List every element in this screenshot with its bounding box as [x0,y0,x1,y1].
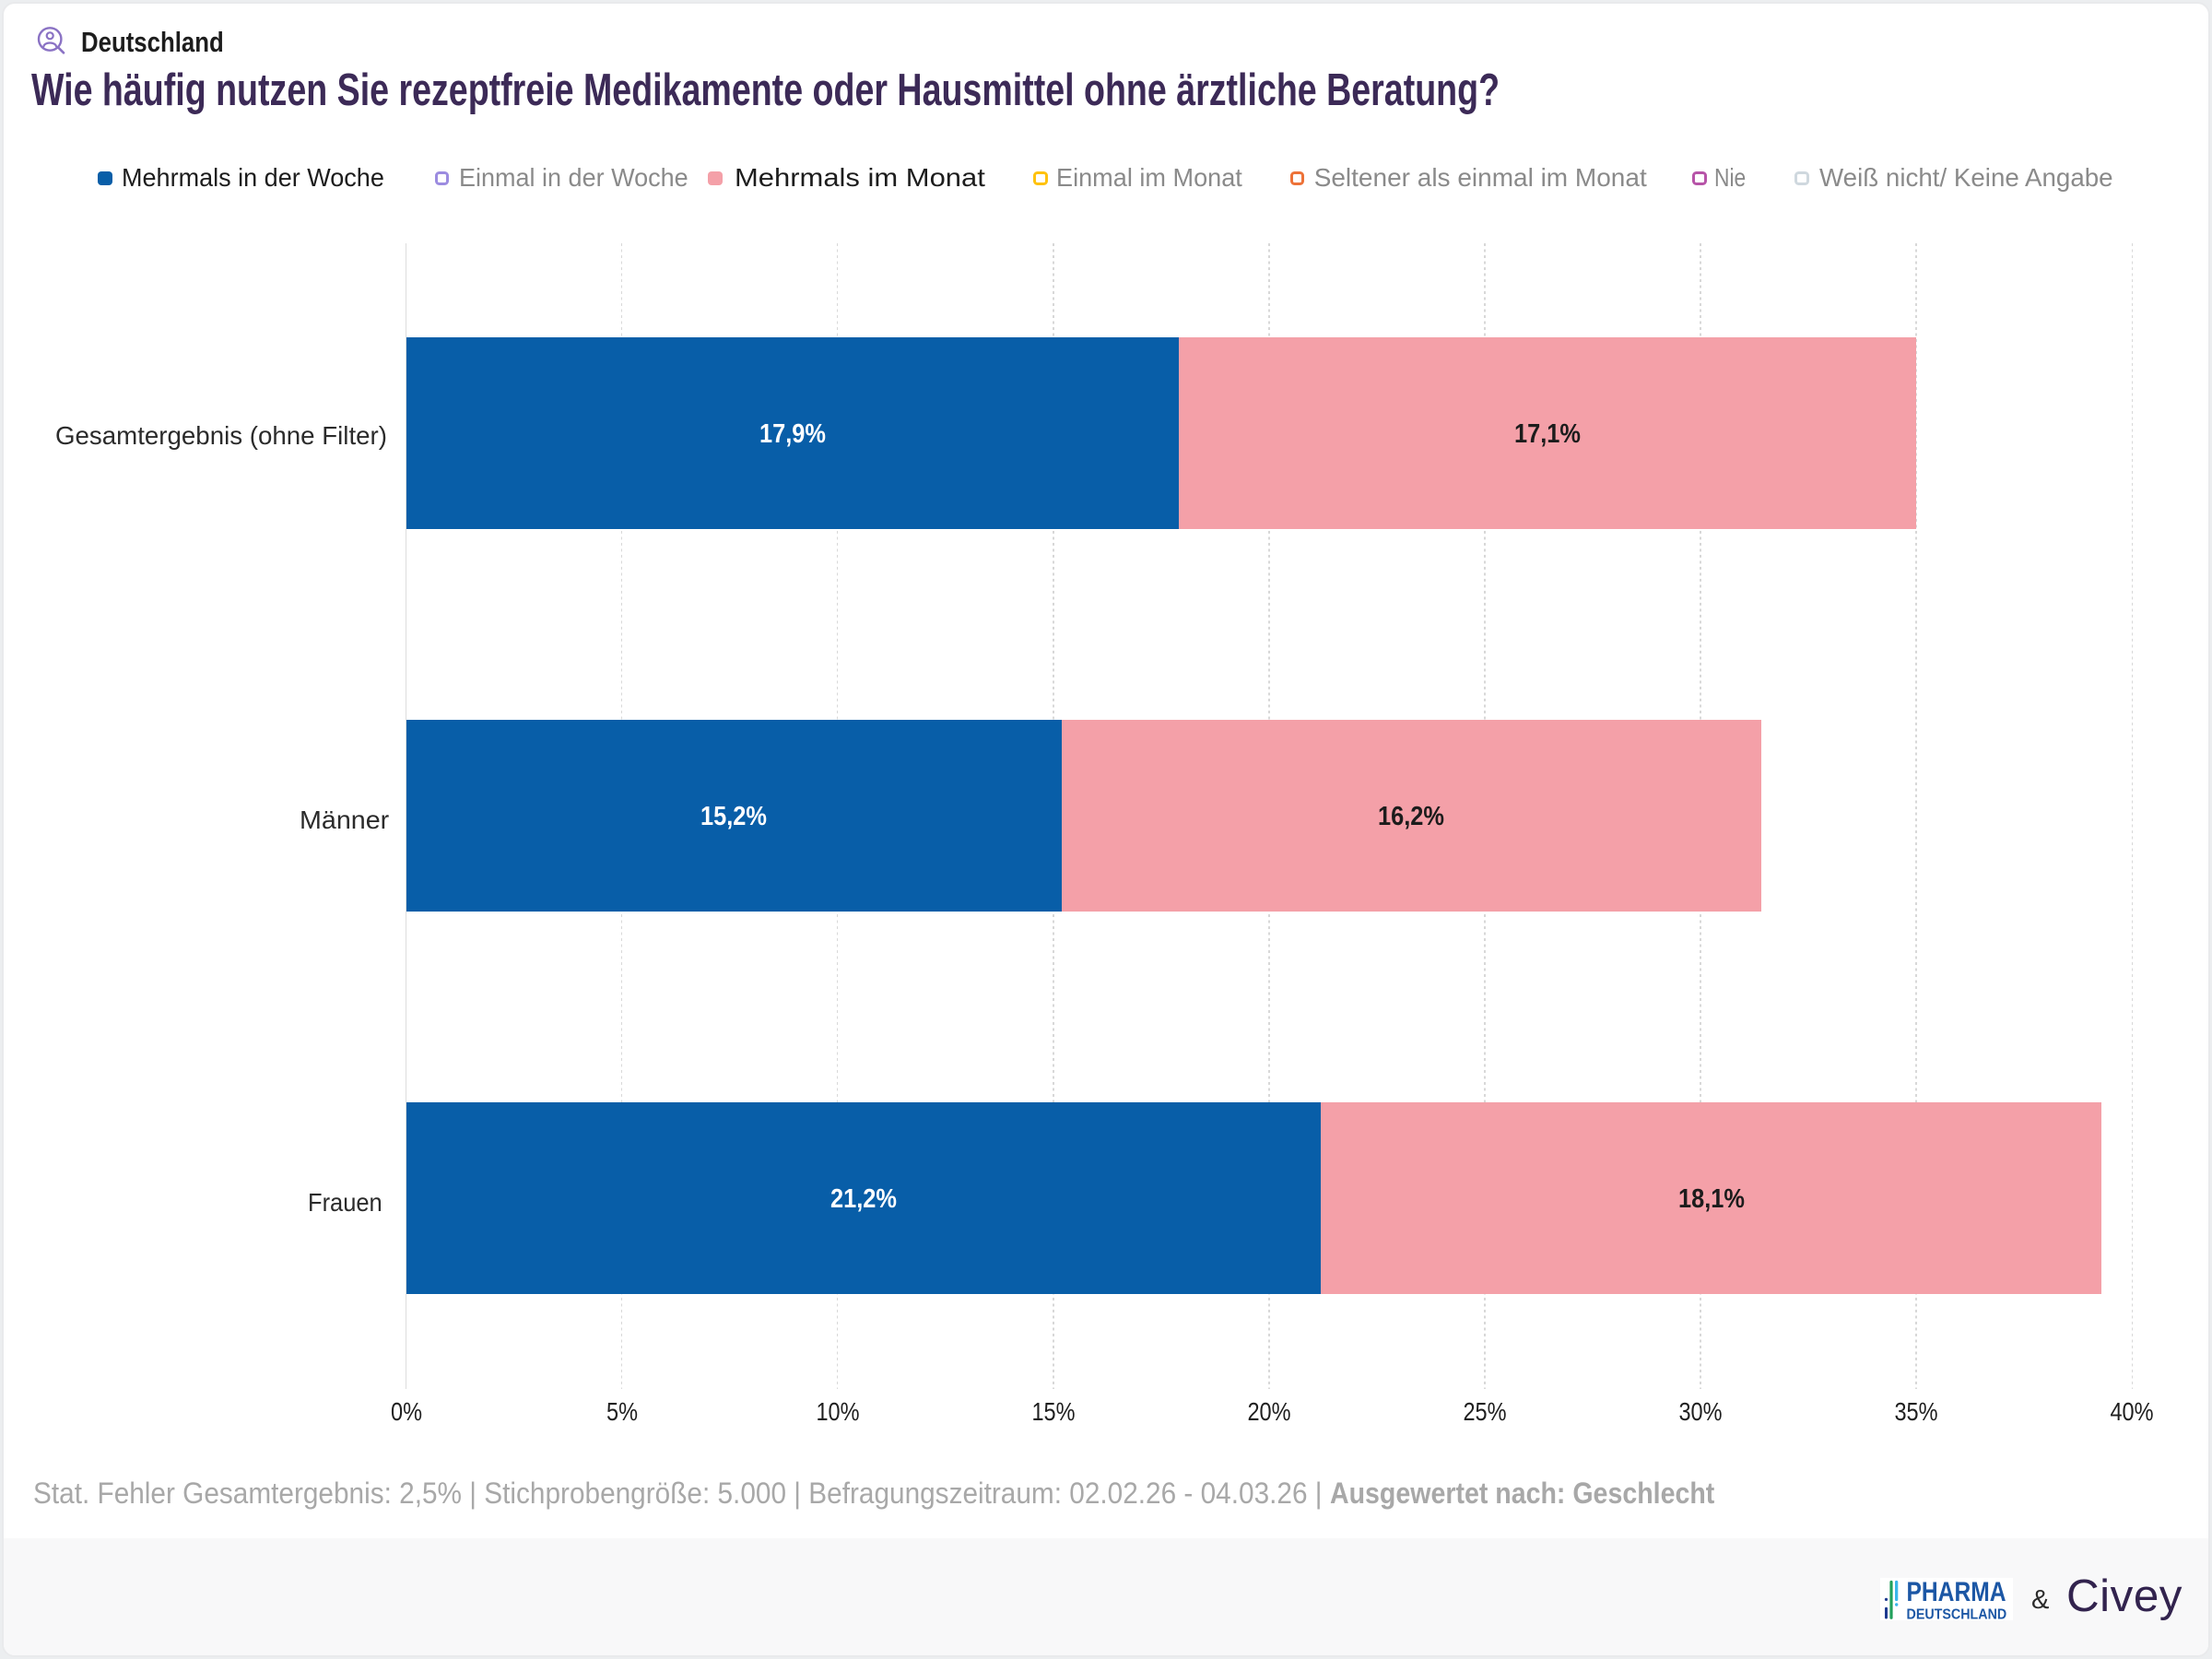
svg-text:PHARMA: PHARMA [1907,1578,2006,1607]
svg-text:DEUTSCHLAND: DEUTSCHLAND [1907,1607,2007,1621]
